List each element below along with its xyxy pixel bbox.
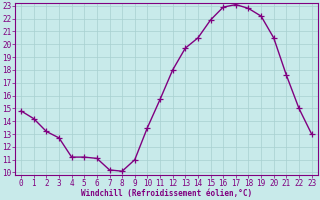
- X-axis label: Windchill (Refroidissement éolien,°C): Windchill (Refroidissement éolien,°C): [81, 189, 252, 198]
